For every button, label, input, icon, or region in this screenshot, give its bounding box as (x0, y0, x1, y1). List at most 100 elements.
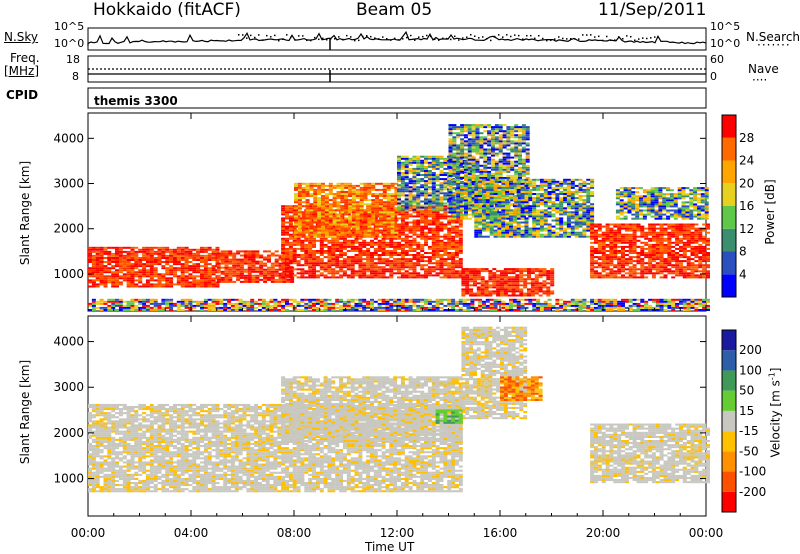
data-cell (461, 272, 466, 275)
data-cell (371, 217, 376, 220)
data-cell (512, 217, 517, 220)
nsearch-point (250, 34, 252, 37)
data-cell (532, 201, 537, 204)
data-cell (482, 235, 486, 238)
data-cell (519, 292, 524, 295)
data-cell (460, 217, 465, 220)
data-cell (439, 204, 444, 207)
data-cell (255, 274, 260, 277)
data-cell (211, 283, 216, 286)
data-cell (400, 211, 405, 214)
data-cell (400, 192, 405, 195)
data-cell (464, 213, 468, 216)
freq-tick-bottom: 8 (72, 70, 79, 83)
data-cell (203, 281, 208, 284)
data-cell (386, 195, 391, 197)
data-cell (192, 279, 197, 282)
data-cell (527, 270, 531, 273)
data-cell (471, 172, 476, 175)
data-cell (447, 252, 452, 254)
data-cell (161, 250, 166, 253)
data-cell (543, 221, 548, 224)
data-cell (431, 239, 436, 242)
data-cell (308, 274, 313, 277)
data-cell (263, 274, 268, 277)
data-cell (452, 146, 457, 149)
data-cell (385, 258, 390, 261)
data-cell (524, 188, 529, 191)
data-cell (315, 229, 320, 232)
data-cell (547, 184, 552, 187)
data-cell (95, 283, 100, 286)
data-cell (278, 268, 283, 271)
data-cell (452, 154, 457, 157)
data-cell (482, 227, 486, 230)
data-cell (525, 148, 530, 151)
data-cell (439, 155, 444, 158)
data-cell (308, 247, 313, 250)
data-cell (367, 184, 372, 187)
data-cell (236, 252, 241, 255)
data-cell (443, 227, 448, 230)
data-cell (126, 246, 131, 249)
data-cell (478, 211, 483, 214)
data-cell (169, 279, 174, 282)
data-cell (288, 266, 293, 269)
data-cell (263, 262, 268, 265)
data-cell (363, 231, 368, 234)
data-cell (390, 229, 395, 232)
data-cell (200, 273, 204, 276)
data-cell (505, 191, 510, 193)
data-cell (130, 248, 135, 251)
nsearch-tick-top: 10^5 (710, 20, 741, 33)
data-cell (443, 207, 448, 210)
data-cell (420, 167, 425, 170)
data-cell (487, 142, 492, 145)
data-cell (485, 180, 490, 183)
data-cell (344, 225, 349, 228)
data-cell (424, 219, 428, 222)
data-cell (281, 245, 286, 248)
data-cell (379, 235, 383, 238)
data-cell (452, 168, 457, 171)
data-cell (296, 215, 301, 218)
data-cell (447, 194, 452, 197)
data-cell (375, 205, 380, 208)
data-cell (350, 239, 355, 242)
data-cell (412, 208, 417, 211)
data-cell (460, 144, 465, 147)
data-cell (512, 225, 517, 228)
data-cell (439, 208, 444, 211)
data-cell (342, 260, 347, 263)
data-cell (471, 191, 476, 194)
data-cell (149, 250, 154, 253)
data-cell (134, 267, 139, 270)
data-cell (505, 195, 510, 197)
data-cell (332, 203, 337, 206)
data-cell (500, 270, 504, 273)
data-cell (518, 166, 522, 169)
data-cell (278, 258, 283, 261)
nsearch-point (562, 37, 564, 40)
data-cell (466, 170, 471, 172)
data-cell (439, 170, 444, 172)
data-cell (377, 260, 382, 263)
data-cell (351, 213, 356, 216)
data-cell (525, 181, 530, 183)
data-cell (510, 199, 515, 202)
data-cell (232, 262, 237, 265)
data-cell (363, 186, 368, 189)
data-cell (371, 213, 376, 216)
data-cell (363, 197, 368, 200)
data-cell (542, 290, 547, 293)
data-cell (525, 132, 530, 135)
data-cell (344, 182, 349, 185)
data-cell (126, 271, 131, 274)
time-axis-label: Time UT (365, 540, 415, 554)
data-cell (228, 266, 233, 269)
data-cell (304, 227, 309, 230)
data-cell (452, 166, 457, 169)
data-cell (502, 166, 507, 169)
data-cell (489, 182, 494, 185)
data-cell (370, 239, 374, 242)
